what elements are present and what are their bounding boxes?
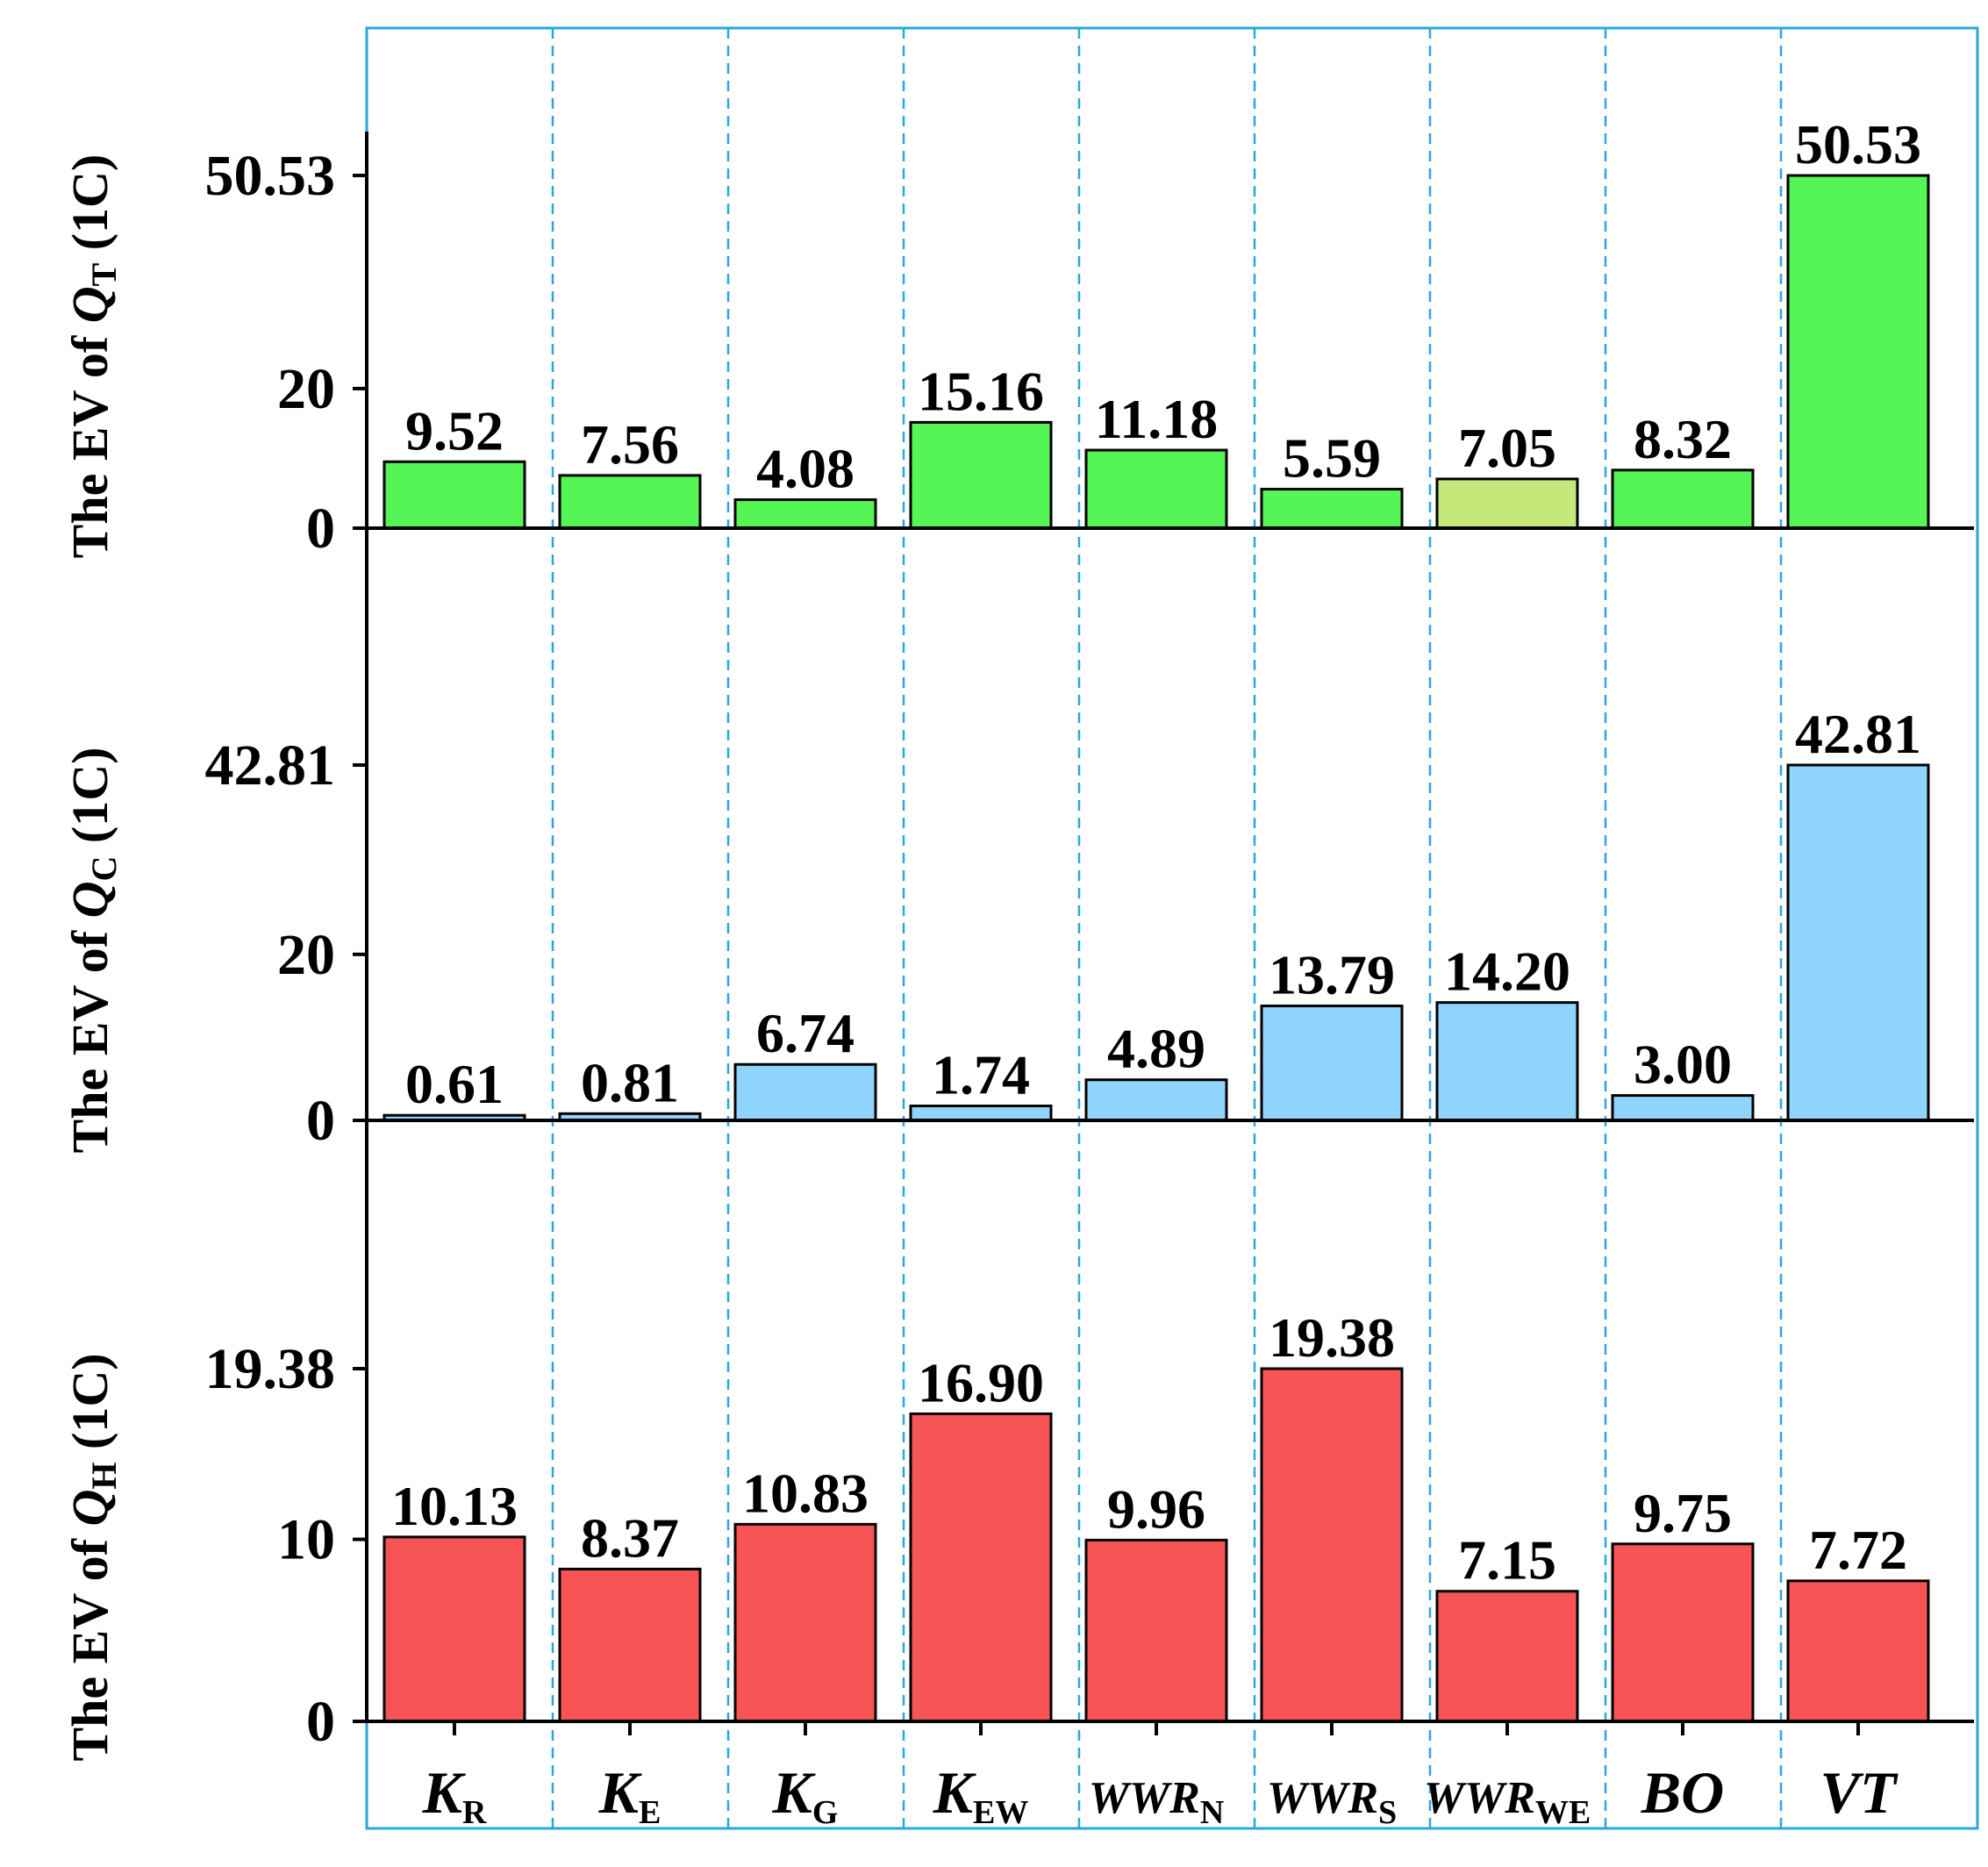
category-label: KG: [772, 1759, 839, 1831]
data-label-QC-6: 14.20: [1444, 941, 1570, 1003]
category-label: WWRS: [1267, 1773, 1397, 1831]
ylabel-QC: The EV of QC (1C): [61, 748, 124, 1154]
data-label-QT-5: 5.59: [1283, 427, 1381, 490]
data-label-QC-2: 6.74: [756, 1002, 855, 1064]
ytick-label: 10: [277, 1508, 335, 1572]
ytick-label: 42.81: [205, 733, 336, 798]
data-label-QH-4: 9.96: [1107, 1477, 1205, 1540]
data-label-QC-7: 3.00: [1634, 1034, 1732, 1096]
data-label-QT-1: 7.56: [581, 413, 679, 476]
bar-QT-5: [1260, 488, 1404, 530]
bar-QC-8: [1786, 763, 1930, 1122]
bar-QT-1: [558, 474, 702, 530]
bar-QH-2: [733, 1522, 877, 1723]
data-label-QC-1: 0.81: [581, 1051, 679, 1113]
data-labels: 9.52 7.56 4.08 15.16 11.18 5.59 7.05 8.32 50.53 0…: [391, 113, 1921, 1592]
bar-QH-3: [909, 1412, 1053, 1723]
ylabel-QH: The EV of QH (1C): [61, 1353, 124, 1761]
bar-QC-4: [1084, 1078, 1228, 1122]
data-label-QH-0: 10.13: [391, 1475, 518, 1537]
bar-QC-7: [1611, 1094, 1755, 1122]
bar-QT-3: [909, 420, 1053, 530]
bar-QH-4: [1084, 1538, 1228, 1723]
y-axis-titles: The EV of QT (1C) The EV of QC (1C) The EV…: [61, 154, 124, 1762]
axes: 0 20 50.53 0 20 42.81 0 10 19.38: [205, 132, 1974, 1754]
ytick-label: 50.53: [205, 144, 336, 208]
data-label-QH-2: 10.83: [742, 1462, 869, 1524]
ytick-label: 19.38: [205, 1337, 336, 1401]
data-label-QH-3: 16.90: [918, 1351, 1044, 1413]
data-label-QH-7: 9.75: [1634, 1482, 1732, 1544]
data-label-QH-8: 7.72: [1809, 1519, 1907, 1581]
bar-QT-6: [1435, 477, 1579, 530]
category-label: WWRN: [1089, 1773, 1225, 1831]
data-label-QH-5: 19.38: [1269, 1306, 1395, 1369]
bar-QH-1: [558, 1567, 702, 1723]
bar-QC-2: [733, 1062, 877, 1122]
data-label-QT-4: 11.18: [1095, 388, 1218, 450]
data-label-QT-3: 15.16: [918, 360, 1044, 422]
category-label: KEW: [933, 1759, 1029, 1831]
bar-QH-5: [1260, 1367, 1404, 1723]
vertical-gridlines: [551, 28, 1783, 1828]
ytick-label: 0: [306, 497, 335, 561]
bar-QT-2: [733, 498, 877, 530]
data-label-QT-0: 9.52: [405, 399, 504, 461]
ytick-label: 0: [306, 1089, 335, 1153]
bar-QC-3: [909, 1105, 1053, 1122]
bar-QC-6: [1435, 1001, 1579, 1122]
ytick-label: 0: [306, 1690, 335, 1754]
bar-QT-8: [1786, 174, 1930, 530]
bar-QT-0: [383, 460, 526, 530]
bar-QC-5: [1260, 1005, 1404, 1122]
data-label-QH-6: 7.15: [1458, 1529, 1556, 1592]
data-label-QC-3: 1.74: [932, 1044, 1030, 1106]
bar-QH-8: [1786, 1579, 1930, 1723]
bar-QT-7: [1611, 469, 1755, 530]
ytick-label: 20: [277, 923, 335, 987]
ylabel-QT: The EV of QT (1C): [61, 154, 124, 559]
category-label: KR: [422, 1759, 487, 1831]
ytick-label: 20: [277, 357, 335, 421]
data-label-QT-8: 50.53: [1795, 113, 1921, 175]
data-label-QT-6: 7.05: [1458, 417, 1556, 479]
bar-QH-6: [1435, 1590, 1579, 1723]
category-labels: KR KE KG KEW WWRN WWRS WWRWE BO VT: [422, 1759, 1899, 1831]
data-label-QH-1: 8.37: [581, 1506, 679, 1569]
data-label-QC-4: 4.89: [1107, 1018, 1205, 1080]
bar-QT-4: [1084, 448, 1228, 530]
bar-QH-7: [1611, 1542, 1755, 1723]
data-label-QC-5: 13.79: [1269, 944, 1395, 1006]
bar-QH-0: [383, 1535, 526, 1723]
category-label: BO: [1641, 1759, 1724, 1826]
category-label: VT: [1820, 1759, 1899, 1826]
category-label: WWRWE: [1424, 1773, 1591, 1831]
data-label-QT-2: 4.08: [756, 438, 855, 500]
data-label-QC-8: 42.81: [1795, 703, 1921, 765]
bars: [383, 174, 1930, 1723]
data-label-QT-7: 8.32: [1634, 408, 1732, 470]
data-label-QC-0: 0.61: [405, 1053, 504, 1115]
category-label: KE: [598, 1759, 661, 1831]
